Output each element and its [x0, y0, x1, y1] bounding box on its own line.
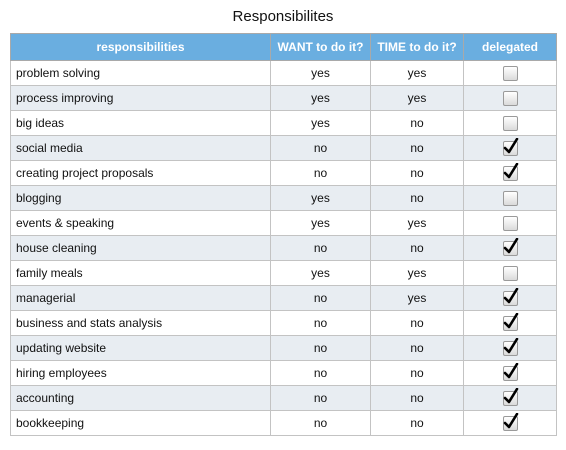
delegated-checkbox[interactable]	[502, 115, 518, 131]
time-value: no	[370, 135, 464, 161]
time-value: no	[370, 235, 464, 261]
responsibility-name: events & speaking	[10, 210, 271, 236]
column-header-want: WANT to do it?	[270, 33, 371, 61]
time-value: no	[370, 110, 464, 136]
want-value: no	[270, 310, 371, 336]
delegated-cell	[463, 85, 557, 111]
table-row: problem solving yes yes	[10, 60, 557, 86]
table-row: business and stats analysis no no	[10, 310, 557, 336]
table-row: accounting no no	[10, 385, 557, 411]
time-value: yes	[370, 60, 464, 86]
delegated-checkbox[interactable]	[502, 337, 518, 356]
time-value: no	[370, 185, 464, 211]
want-value: yes	[270, 260, 371, 286]
responsibility-name: bookkeeping	[10, 410, 271, 436]
time-value: no	[370, 410, 464, 436]
time-value: no	[370, 310, 464, 336]
delegated-checkbox[interactable]	[502, 387, 518, 406]
want-value: no	[270, 335, 371, 361]
responsibility-name: business and stats analysis	[10, 310, 271, 336]
table-row: managerial no yes	[10, 285, 557, 311]
table-title: Responsibilites	[232, 8, 334, 25]
responsibility-name: process improving	[10, 85, 271, 111]
responsibility-name: social media	[10, 135, 271, 161]
responsibility-name: updating website	[10, 335, 271, 361]
delegated-cell	[463, 310, 557, 336]
delegated-cell	[463, 135, 557, 161]
delegated-cell	[463, 360, 557, 386]
want-value: yes	[270, 185, 371, 211]
header-row: responsibilities WANT to do it? TIME to …	[10, 33, 557, 61]
time-value: yes	[370, 260, 464, 286]
time-value: yes	[370, 210, 464, 236]
responsibility-name: accounting	[10, 385, 271, 411]
table-row: updating website no no	[10, 335, 557, 361]
delegated-cell	[463, 335, 557, 361]
time-value: no	[370, 335, 464, 361]
delegated-cell	[463, 260, 557, 286]
column-header-delegated: delegated	[463, 33, 557, 61]
responsibility-name: family meals	[10, 260, 271, 286]
responsibilities-table: responsibilities WANT to do it? TIME to …	[10, 33, 557, 436]
want-value: no	[270, 385, 371, 411]
want-value: yes	[270, 210, 371, 236]
delegated-checkbox[interactable]	[502, 237, 518, 256]
table-row: house cleaning no no	[10, 235, 557, 261]
time-value: yes	[370, 85, 464, 111]
delegated-checkbox[interactable]	[502, 287, 518, 306]
time-value: no	[370, 360, 464, 386]
responsibility-name: blogging	[10, 185, 271, 211]
delegated-checkbox[interactable]	[502, 312, 518, 331]
want-value: no	[270, 360, 371, 386]
responsibility-name: managerial	[10, 285, 271, 311]
delegated-checkbox[interactable]	[502, 215, 518, 231]
time-value: no	[370, 385, 464, 411]
want-value: no	[270, 135, 371, 161]
table-row: bookkeeping no no	[10, 410, 557, 436]
want-value: yes	[270, 60, 371, 86]
responsibility-name: hiring employees	[10, 360, 271, 386]
delegated-checkbox[interactable]	[502, 412, 518, 431]
delegated-cell	[463, 160, 557, 186]
want-value: yes	[270, 110, 371, 136]
table-row: big ideas yes no	[10, 110, 557, 136]
delegated-checkbox[interactable]	[502, 137, 518, 156]
responsibility-name: creating project proposals	[10, 160, 271, 186]
want-value: no	[270, 160, 371, 186]
delegated-cell	[463, 410, 557, 436]
delegated-cell	[463, 285, 557, 311]
table-body: problem solving yes yes process improving ye…	[10, 60, 557, 436]
delegated-checkbox[interactable]	[502, 162, 518, 181]
table-row: creating project proposals no no	[10, 160, 557, 186]
delegated-cell	[463, 385, 557, 411]
responsibility-name: big ideas	[10, 110, 271, 136]
responsibility-name: problem solving	[10, 60, 271, 86]
want-value: no	[270, 410, 371, 436]
responsibility-name: house cleaning	[10, 235, 271, 261]
delegated-cell	[463, 60, 557, 86]
table-row: family meals yes yes	[10, 260, 557, 286]
column-header-responsibilities: responsibilities	[10, 33, 271, 61]
column-header-time: TIME to do it?	[370, 33, 464, 61]
table-row: social media no no	[10, 135, 557, 161]
table-row: blogging yes no	[10, 185, 557, 211]
delegated-checkbox[interactable]	[502, 190, 518, 206]
table-row: process improving yes yes	[10, 85, 557, 111]
delegated-checkbox[interactable]	[502, 65, 518, 81]
time-value: yes	[370, 285, 464, 311]
want-value: no	[270, 235, 371, 261]
want-value: no	[270, 285, 371, 311]
want-value: yes	[270, 85, 371, 111]
table-row: hiring employees no no	[10, 360, 557, 386]
delegated-checkbox[interactable]	[502, 362, 518, 381]
table-row: events & speaking yes yes	[10, 210, 557, 236]
delegated-cell	[463, 185, 557, 211]
delegated-cell	[463, 110, 557, 136]
delegated-checkbox[interactable]	[502, 90, 518, 106]
delegated-cell	[463, 210, 557, 236]
delegated-cell	[463, 235, 557, 261]
delegated-checkbox[interactable]	[502, 265, 518, 281]
time-value: no	[370, 160, 464, 186]
